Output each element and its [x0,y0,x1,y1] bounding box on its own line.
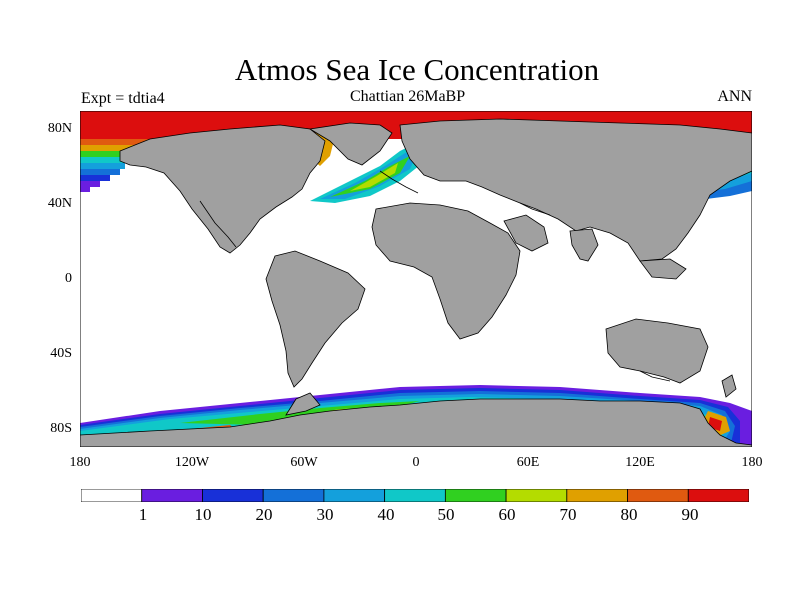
colorbar-bin [323,489,386,502]
colorbar-bin [566,489,628,502]
greenland [308,122,393,166]
lat-label: 80N [47,121,72,136]
colorbar-bin [81,489,143,502]
antarctica [80,398,752,447]
lat-label: 80S [50,421,72,436]
south-america [265,250,366,388]
north-america [119,124,326,254]
colorbar-bin [384,489,446,502]
colorbar-bin [627,489,689,502]
colorbar-label: 10 [194,505,212,524]
colorbar-bin [505,489,568,502]
new-zealand [721,374,737,398]
arabia [503,214,549,252]
land-masses [80,118,752,447]
lon-label: 180 [69,455,91,470]
colorbar-label: 90 [681,505,699,524]
coastlines [199,170,671,382]
colorbar-label: 20 [255,505,273,524]
colorbar-label: 40 [377,505,395,524]
lon-label: 0 [412,455,420,470]
lon-label: 60W [290,455,318,470]
colorbar-label: 1 [138,505,148,524]
period-label: Chattian 26MaBP [350,88,466,105]
india [569,228,599,262]
colorbar-label: 70 [559,505,577,524]
australia [605,318,709,384]
lat-label: 40S [50,346,72,361]
lat-label: 0 [65,271,72,286]
lon-label: 180 [741,455,763,470]
colorbar-label: 80 [620,505,638,524]
sea-ice-map [80,111,752,447]
experiment-label: Expt = tdtia4 [81,90,165,107]
colorbar-bin [262,489,325,502]
colorbar-bin [687,489,749,502]
season-label: ANN [717,88,752,105]
antarctic-peninsula [285,392,321,416]
colorbar [81,489,749,502]
colorbar-bin [202,489,264,502]
map-title: Atmos Sea Ice Concentration [234,52,600,87]
colorbar-label: 60 [498,505,516,524]
colorbar-label: 30 [316,505,334,524]
colorbar-label: 50 [437,505,455,524]
se-asia-islands [639,258,687,280]
colorbar-bin [141,489,203,502]
lon-label: 120W [174,455,210,470]
lat-label: 40N [47,196,72,211]
colorbar-bin [444,489,507,502]
lon-label: 120E [625,455,655,470]
africa [371,202,521,340]
lon-label: 60E [516,455,540,470]
